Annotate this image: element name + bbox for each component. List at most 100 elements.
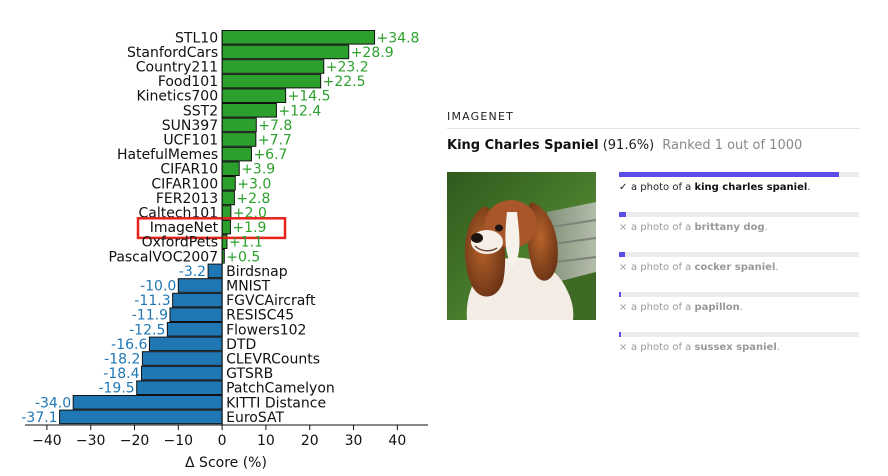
bar-dtd [148,336,223,352]
cross-icon: × [619,222,628,233]
value-label-mnist: -10.0 [140,279,176,295]
caption-text: × a photo of a cocker spaniel. [619,262,779,273]
category-label-clevrcounts: CLEVRCounts [226,352,320,368]
value-label-dtd: -16.6 [111,337,147,353]
category-label-oxfordpets: OxfordPets [142,235,219,251]
score-track [619,252,859,257]
category-label-food101: Food101 [158,74,218,90]
prediction-label: King Charles Spaniel [447,138,599,153]
value-label-cifar10: +3.9 [241,162,275,178]
caption-suffix: . [807,182,811,193]
category-label-birdsnap: Birdsnap [226,264,288,280]
value-label-patchcamelyon: -19.5 [98,381,134,397]
category-label-eurosat: EuroSAT [226,410,284,426]
caption-prefix: a photo of a [631,262,695,273]
bar-eurosat [59,409,223,425]
score-bar [619,212,627,217]
score-track [619,172,859,177]
bar-flowers102 [166,322,223,337]
x-tick-label: −20 [120,433,150,449]
bar-sst2 [221,103,277,118]
value-label-pascalvoc2007: +0.5 [226,249,260,265]
bar-birdsnap [207,263,223,279]
bar-food101 [221,73,322,89]
x-tick-label: 30 [345,433,363,449]
dataset-section-label: IMAGENET [447,110,515,123]
category-label-mnist: MNIST [226,279,271,295]
score-track [619,332,859,337]
value-label-resisc45: -11.9 [132,308,168,324]
bar-stanfordcars [221,44,350,60]
caption-row: × a photo of a sussex spaniel. [619,332,859,362]
bar-fgvcaircraft [172,292,223,308]
caption-suffix: . [764,222,768,233]
x-tick-label: −10 [164,433,194,449]
category-label-sst2: SST2 [183,103,218,119]
bar-fer2013 [221,190,235,206]
value-label-flowers102: -12.5 [129,322,165,338]
bar-resisc45 [169,307,223,322]
caption-class-name: king charles spaniel [694,182,808,193]
caption-suffix: . [776,342,780,353]
caption-prefix: a photo of a [631,302,695,313]
bar-cifar10 [221,161,240,176]
value-label-kinetics700: +14.5 [288,89,331,105]
category-label-cifar100: CIFAR100 [151,176,218,192]
caption-suffix: . [775,262,779,273]
score-track [619,212,859,217]
caption-text: × a photo of a papillon. [619,302,743,313]
delta-score-bar-chart: STL10 +34.8 StanfordCars +28.9 Country211 +23… [21,30,428,471]
value-label-birdsnap: -3.2 [179,264,206,280]
caption-row: × a photo of a papillon. [619,292,859,322]
caption-class-name: brittany dog [694,222,765,233]
caption-prefix: a photo of a [631,342,695,353]
category-label-patchcamelyon: PatchCamelyon [226,381,335,397]
labels-layer: STL10 +34.8 StanfordCars +28.9 Country211 +23… [21,30,419,426]
x-axis-title: Δ Score (%) [185,455,267,471]
cross-icon: × [619,342,628,353]
category-label-resisc45: RESISC45 [226,308,294,324]
category-label-fer2013: FER2013 [156,191,218,207]
caption-text: × a photo of a brittany dog. [619,222,768,233]
bar-sun397 [221,117,257,133]
category-label-fgvcaircraft: FGVCAircraft [226,293,316,309]
bar-clevrcounts [141,351,223,366]
bar-cifar100 [221,176,236,191]
value-label-stl10: +34.8 [377,30,420,46]
value-label-imagenet: +1.9 [232,220,266,236]
caption-class-name: sussex spaniel [694,342,777,353]
value-label-country211: +23.2 [326,60,369,76]
value-label-fer2013: +2.8 [236,191,270,207]
caption-suffix: . [739,302,743,313]
value-label-ucf101: +7.7 [258,133,292,149]
value-label-cifar100: +3.0 [237,176,271,192]
category-label-flowers102: Flowers102 [226,322,306,338]
caption-text: × a photo of a sussex spaniel. [619,342,780,353]
bar-patchcamelyon [136,380,223,395]
check-icon: ✓ [619,182,628,193]
dog-photo [447,172,596,320]
value-label-food101: +22.5 [323,74,366,90]
cross-icon: × [619,262,628,273]
bar-imagenet [221,219,231,235]
caption-row: × a photo of a cocker spaniel. [619,252,859,282]
value-label-gtsrb: -18.4 [103,366,139,382]
value-label-stanfordcars: +28.9 [351,45,394,61]
value-label-sst2: +12.4 [278,103,321,119]
category-label-stl10: STL10 [175,30,218,46]
x-tick-label: 10 [257,433,275,449]
category-label-imagenet: ImageNet [150,220,219,236]
category-label-pascalvoc2007: PascalVOC2007 [109,249,219,265]
category-label-sun397: SUN397 [162,118,218,134]
score-track [619,292,859,297]
prediction-rank: Ranked 1 out of 1000 [662,138,803,153]
value-label-fgvcaircraft: -11.3 [134,293,170,309]
section-divider [447,128,860,129]
caption-text: ✓ a photo of a king charles spaniel. [619,182,810,193]
caption-row: ✓ a photo of a king charles spaniel. [619,172,859,202]
bar-ucf101 [221,132,257,147]
bar-stl10 [221,30,376,45]
score-bar [619,172,839,177]
bar-gtsrb [141,365,223,381]
value-label-oxfordpets: +1.1 [229,235,263,251]
